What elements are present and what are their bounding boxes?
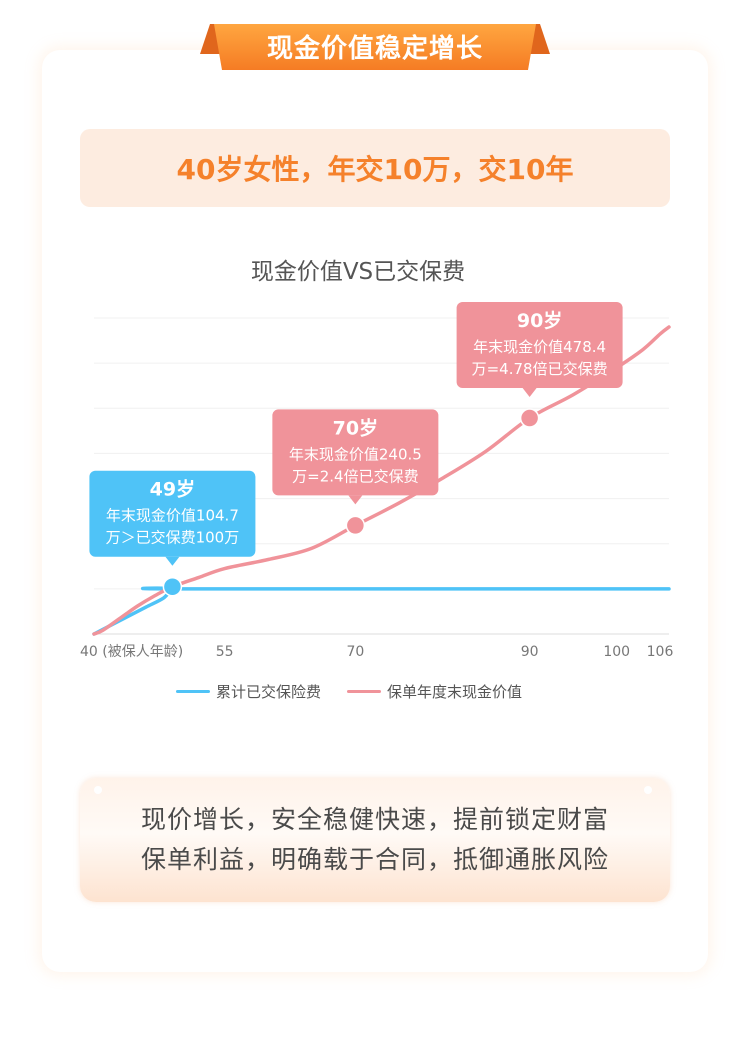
annotation-title: 90岁 — [517, 309, 562, 332]
annotation-point — [345, 515, 366, 536]
annotation-box — [456, 302, 623, 389]
annotation-point — [519, 408, 540, 428]
x-tick-label: 100 — [603, 644, 630, 660]
x-tick-label: 70 — [346, 644, 364, 660]
annotation-point — [162, 576, 183, 597]
chart-title: 现金价值VS已交保费 — [250, 259, 466, 285]
chart-legend: 累计已交保险费 保单年度末现金价值 — [176, 680, 548, 702]
legend-swatch-premium — [176, 689, 210, 693]
annotation-pointer — [348, 495, 363, 505]
annotation-box — [89, 470, 256, 557]
banner-title: 现金价值稳定增长 — [266, 33, 483, 64]
legend-label-cash-value: 保单年度末现金价值 — [387, 682, 523, 701]
legend-item-cash-value: 保单年度末现金价值 — [347, 681, 522, 702]
banner-ribbon — [200, 24, 550, 70]
title-banner: 现金价值稳定增长 — [200, 22, 550, 70]
headline-text: 40岁女性，年交10万，交10年 — [176, 153, 574, 186]
annotation-line: 万＞已交保费100万 — [106, 529, 240, 547]
legend-item-premium: 累计已交保险费 — [176, 681, 321, 702]
x-tick-label: 106 — [647, 644, 674, 660]
legend-label-premium: 累计已交保险费 — [216, 682, 322, 701]
x-tick-label: 90 — [521, 644, 539, 660]
annotation-line: 年末现金价值478.4 — [473, 338, 606, 356]
annotation-title: 70岁 — [333, 416, 378, 439]
legend-swatch-cash-value — [347, 689, 382, 693]
annotation-line: 年末现金价值240.5 — [289, 445, 422, 463]
summary-line-2: 保单利益，明确载于合同，抵御通胀风险 — [140, 845, 609, 874]
decor-dot-left — [94, 786, 102, 794]
decor-dot-right — [644, 786, 652, 794]
summary-line-1: 现价增长，安全稳健快速，提前锁定财富 — [140, 805, 609, 834]
annotation-pointer — [522, 388, 537, 398]
summary-box: 现价增长，安全稳健快速，提前锁定财富 保单利益，明确载于合同，抵御通胀风险 — [80, 778, 670, 902]
annotation-title: 49岁 — [150, 478, 195, 501]
annotation-box — [272, 409, 439, 496]
series-line-0 — [92, 586, 671, 636]
annotation-pointer — [165, 556, 180, 566]
x-tick-label: 40 (被保人年龄) — [80, 644, 183, 660]
x-tick-label: 55 — [216, 644, 234, 660]
headline-box: 40岁女性，年交10万，交10年 — [80, 129, 670, 207]
annotation-line: 万=4.78倍已交保费 — [472, 360, 608, 378]
annotation-line: 万=2.4倍已交保费 — [292, 467, 418, 485]
annotation-line: 年末现金价值104.7 — [106, 507, 239, 525]
